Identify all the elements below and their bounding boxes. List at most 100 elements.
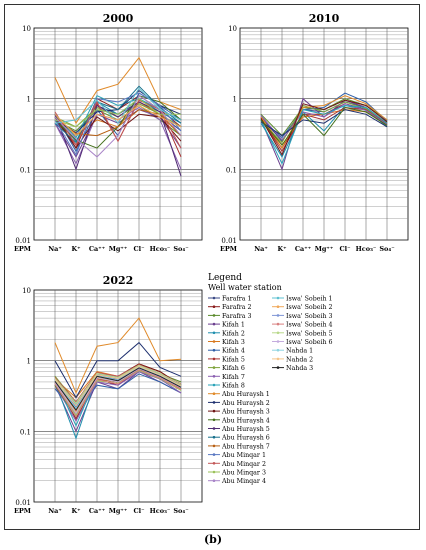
legend-marker: [212, 462, 216, 465]
series-line: [54, 368, 182, 415]
legend-title: Legend: [208, 273, 242, 283]
series-line: [54, 104, 182, 137]
legend-marker: [276, 296, 280, 300]
legend-label: Kifah 2: [222, 330, 245, 337]
chart-title: 2010: [309, 12, 340, 25]
legend-label: Kifah 5: [222, 356, 245, 363]
x-axis-prefix: EPM: [14, 507, 31, 515]
legend-label: Abu Huraysh 6: [221, 435, 270, 442]
y-tick-label: 0.01: [15, 499, 31, 507]
series-line: [54, 101, 182, 177]
x-tick-label: Hco₃⁻: [150, 245, 171, 253]
legend-label: Nahda 3: [286, 365, 313, 372]
y-tick-label: 10: [22, 25, 31, 33]
legend-label: Abu Huraysh 1: [221, 391, 270, 398]
series-line: [54, 317, 182, 395]
y-tick-label: 10: [22, 287, 31, 295]
x-tick-label: Na⁺: [254, 245, 268, 253]
legend-label: Nahda 2: [286, 356, 313, 363]
series-line: [260, 92, 388, 139]
legend-marker: [276, 357, 280, 361]
legend-label: Farafra 3: [222, 313, 252, 320]
legend-label: Kifah 3: [222, 339, 245, 346]
x-tick-label: Ca⁺⁺: [89, 507, 105, 515]
chart-title: 2000: [103, 12, 134, 25]
legend-marker: [212, 331, 216, 335]
legend-label: Kifah 4: [222, 348, 245, 355]
x-tick-label: K⁺: [277, 245, 286, 253]
legend-label: Abu Huraysh 3: [221, 409, 270, 416]
x-tick-label: So₄⁻: [379, 245, 394, 253]
legend-label: Abu Huraysh 5: [221, 426, 270, 433]
legend-label: Kifah 7: [222, 374, 245, 381]
legend-label: Iswa' Sobeih 3: [286, 313, 333, 320]
x-tick-label: Cl⁻: [133, 507, 144, 515]
y-tick-label: 0.1: [226, 166, 237, 174]
legend-marker: [276, 366, 280, 369]
legend-label: Iswa' Sobeih 2: [286, 304, 333, 311]
y-tick-label: 0.1: [20, 428, 31, 436]
legend-marker: [212, 435, 216, 439]
x-tick-label: So₄⁻: [173, 507, 188, 515]
y-tick-label: 1: [27, 96, 31, 104]
legend-marker: [212, 401, 216, 404]
legend-marker: [276, 340, 280, 343]
legend-label: Abu Minqar 4: [221, 478, 266, 485]
legend-marker: [212, 322, 216, 326]
x-tick-label: Hco₃⁻: [150, 507, 171, 515]
series-line: [54, 367, 182, 411]
legend-subtitle: Well water station: [208, 283, 282, 292]
series-line: [54, 364, 182, 405]
legend-label: Abu Minqar 1: [221, 452, 266, 459]
legend-marker: [212, 409, 216, 413]
x-tick-label: K⁺: [71, 507, 80, 515]
x-tick-label: Cl⁻: [339, 245, 350, 253]
series-line: [260, 95, 388, 150]
legend-label: Kifah 1: [222, 322, 245, 329]
legend-marker: [212, 392, 216, 396]
legend-label: Iswa' Sobeih 4: [286, 322, 333, 329]
y-tick-label: 0.01: [15, 237, 31, 245]
x-tick-label: Mg⁺⁺: [109, 245, 128, 253]
y-tick-label: 0.1: [20, 166, 31, 174]
legend-marker: [212, 296, 216, 300]
series-line: [54, 370, 182, 416]
y-tick-label: 10: [228, 25, 237, 33]
legend-label: Farafra 1: [222, 296, 252, 303]
x-tick-label: Ca⁺⁺: [295, 245, 311, 253]
legend-label: Iswa' Sobeih 1: [286, 296, 333, 303]
x-tick-label: Ca⁺⁺: [89, 245, 105, 253]
x-tick-label: So₄⁻: [173, 245, 188, 253]
y-tick-label: 0.01: [221, 237, 237, 245]
legend-marker: [212, 340, 216, 343]
y-tick-label: 1: [233, 96, 237, 104]
series-line: [260, 99, 388, 157]
x-tick-label: Hco₃⁻: [356, 245, 377, 253]
legend-marker: [276, 331, 280, 335]
legend-marker: [212, 357, 216, 361]
legend-marker: [212, 314, 216, 317]
chart-title: 2022: [103, 274, 134, 287]
series-line: [260, 106, 388, 146]
figure-caption: (b): [203, 533, 223, 546]
series-line: [260, 106, 388, 153]
legend-label: Abu Huraysh 4: [221, 417, 270, 424]
legend-label: Kifah 8: [222, 383, 245, 390]
legend-label: Abu Huraysh 7: [221, 443, 270, 450]
figure-frame: [4, 4, 420, 530]
series-line: [260, 104, 388, 165]
legend-marker: [212, 305, 216, 309]
legend-marker: [212, 348, 216, 352]
legend-marker: [212, 444, 216, 448]
y-tick-label: 1: [27, 358, 31, 366]
legend-label: Abu Huraysh 2: [221, 400, 270, 407]
series-line: [54, 87, 182, 125]
legend-marker: [276, 314, 280, 317]
legend-marker: [212, 453, 216, 456]
legend-label: Iswa' Sobeih 6: [286, 339, 333, 346]
legend-marker: [276, 305, 280, 309]
